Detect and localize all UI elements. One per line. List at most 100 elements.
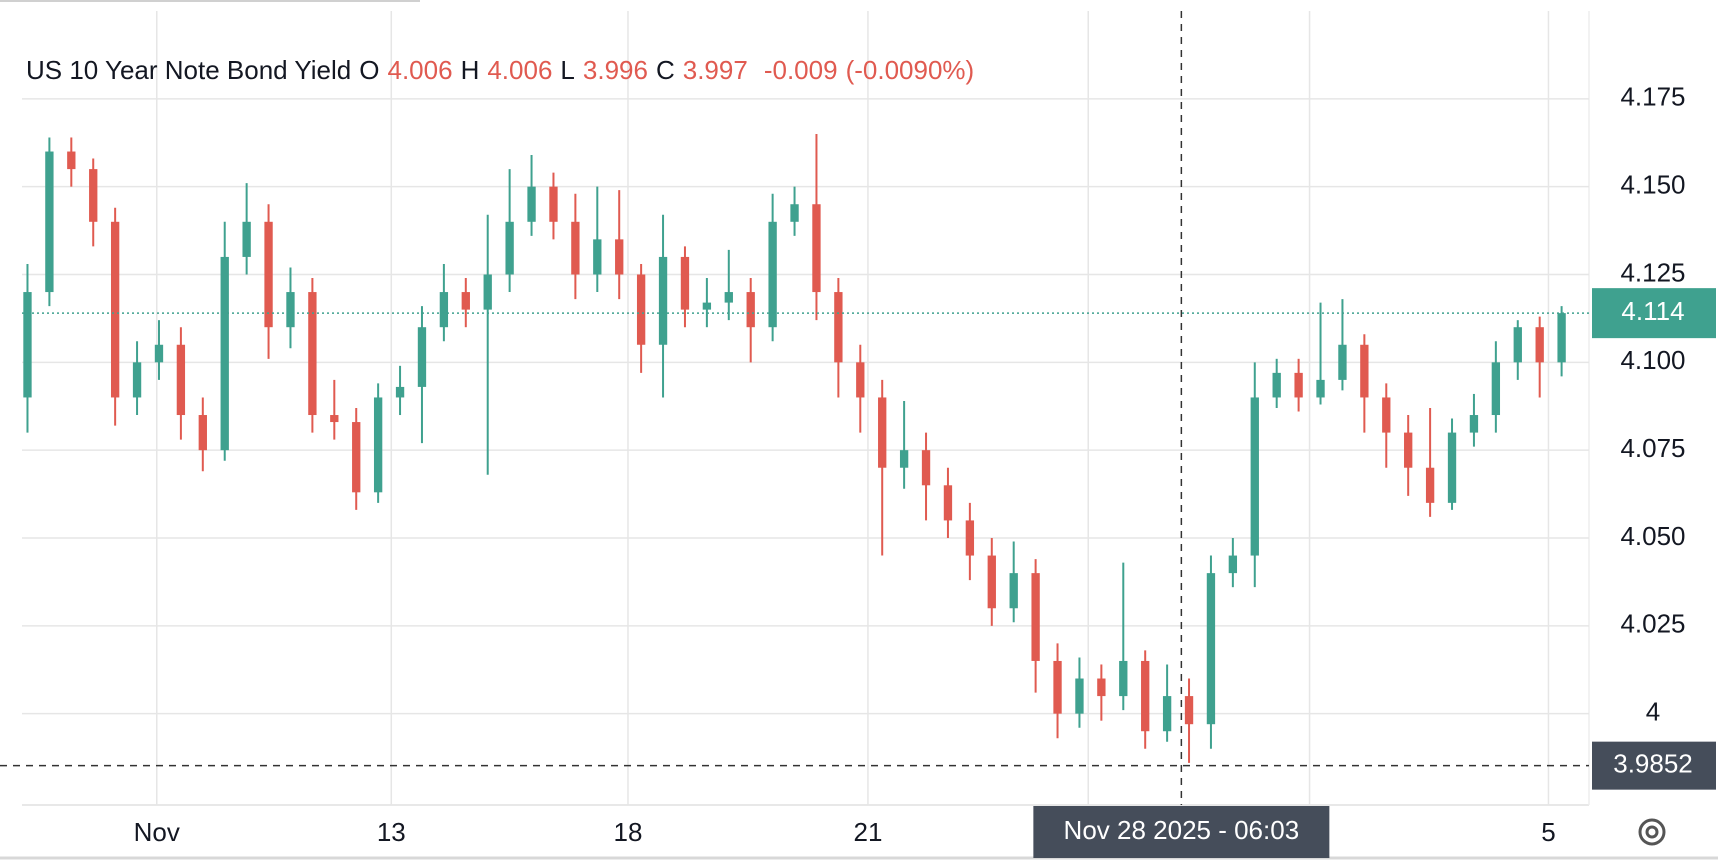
candle-body: [812, 204, 821, 293]
candle-body: [1535, 327, 1544, 363]
candle-body: [330, 415, 339, 423]
legend-key: L: [560, 55, 574, 85]
candle-body: [1075, 678, 1084, 714]
candle-body: [724, 292, 733, 303]
grid-layer: 4 4.025 4.050 4.075 4.100 4.125 4.150 4.175 Nov 1…: [22, 11, 1686, 847]
candle-body: [1360, 344, 1369, 398]
crosshair-x-box: [1033, 806, 1330, 858]
y-tick-label: 4.125: [1620, 257, 1685, 287]
candle-body: [856, 362, 865, 398]
legend-value: 4.006: [387, 55, 452, 85]
candle-body: [373, 397, 383, 493]
y-tick-label: 4.150: [1620, 170, 1685, 200]
candle-body: [878, 397, 887, 468]
candle-body: [1162, 696, 1172, 732]
candle-body: [615, 239, 624, 275]
candle-body: [395, 386, 405, 398]
x-tick-label: Nov: [134, 817, 180, 847]
y-tick-label: 4: [1646, 697, 1660, 727]
candles-layer: [23, 133, 1566, 763]
legend-value: 3.996: [583, 55, 648, 85]
candle-body: [1053, 660, 1062, 714]
crosshair-y-label: 3.9852: [1613, 749, 1693, 779]
candle-body: [1447, 432, 1457, 503]
candle-body: [1382, 397, 1391, 433]
candle-body: [1338, 344, 1347, 380]
candle-body: [242, 221, 251, 257]
settings-icon[interactable]: [1638, 818, 1666, 846]
legend-change: -0.009: [764, 55, 838, 85]
candle-body: [1031, 573, 1040, 661]
legend-value: 4.006: [487, 55, 552, 85]
candle-body: [527, 186, 536, 222]
candle-body: [1557, 313, 1566, 363]
ohlc-legend: US 10 Year Note Bond Yield O 4.006 H 4.006 L 3…: [26, 55, 974, 85]
candle-body: [132, 362, 142, 398]
x-tick-label: 5: [1541, 817, 1555, 847]
candle-body: [1272, 372, 1281, 398]
candle-body: [286, 292, 295, 328]
candle-body: [1491, 362, 1501, 416]
candle-body: [176, 344, 186, 416]
candle-body: [417, 327, 427, 387]
gear-hub: [1645, 825, 1659, 839]
legend-key: C: [656, 55, 675, 85]
y-tick-label: 4.075: [1620, 433, 1685, 463]
candle-body: [1469, 415, 1479, 433]
gear-ring: [1638, 818, 1666, 846]
candle-body: [220, 256, 229, 451]
candle-body: [1228, 555, 1238, 574]
candle-body: [1184, 696, 1194, 725]
candle-body: [23, 292, 32, 398]
crosshair-x-label: Nov 28 2025 - 06:03: [1064, 815, 1300, 845]
legend-title: US 10 Year Note Bond Yield: [26, 55, 351, 85]
x-tick-label: 21: [853, 817, 882, 847]
candle-body: [658, 256, 668, 345]
candle-body: [768, 221, 777, 328]
candle-body: [943, 485, 953, 521]
overlay-layer: 4.114 3.9852 Nov 28 2025 - 06:03: [0, 11, 1716, 858]
legend-text: US 10 Year Note Bond Yield O 4.006 H 4.006 L 3…: [26, 55, 974, 85]
candle-body: [45, 151, 54, 293]
last-price-label: 4.114: [1621, 296, 1684, 326]
candle-body: [571, 221, 580, 275]
legend-change-percent: (-0.0090%): [846, 55, 975, 85]
candle-body: [1009, 573, 1018, 609]
candle-body: [593, 239, 602, 275]
candle-body: [89, 169, 98, 222]
candle-body: [680, 256, 690, 310]
candle-body: [67, 151, 76, 170]
legend-key: H: [461, 55, 480, 85]
y-tick-label: 4.025: [1620, 609, 1685, 639]
candle-body: [636, 274, 646, 345]
candle-body: [461, 292, 470, 310]
candle-body: [198, 415, 207, 451]
candle-body: [505, 221, 514, 275]
candle-body: [1141, 660, 1150, 732]
candle-body: [1404, 432, 1413, 468]
candle-body: [834, 292, 843, 363]
candle-body: [352, 422, 361, 493]
y-tick-label: 4.050: [1620, 521, 1685, 551]
candle-body: [1097, 678, 1106, 697]
legend-key: O: [359, 55, 379, 85]
candle-body: [987, 555, 996, 609]
candle-body: [1119, 660, 1128, 697]
candle-body: [702, 302, 712, 310]
last-price-box: [1592, 288, 1716, 339]
candle-body: [746, 292, 755, 328]
candle-body: [790, 204, 799, 222]
candle-body: [110, 221, 120, 398]
candle-body: [308, 292, 317, 416]
candle-body: [1250, 397, 1259, 556]
candle-body: [1316, 379, 1325, 398]
candle-body: [921, 450, 931, 486]
candle-body: [549, 186, 558, 222]
candle-body: [1513, 327, 1522, 363]
candle-body: [1206, 573, 1216, 725]
y-tick-label: 4.175: [1620, 82, 1685, 112]
candle-body: [1425, 467, 1435, 503]
